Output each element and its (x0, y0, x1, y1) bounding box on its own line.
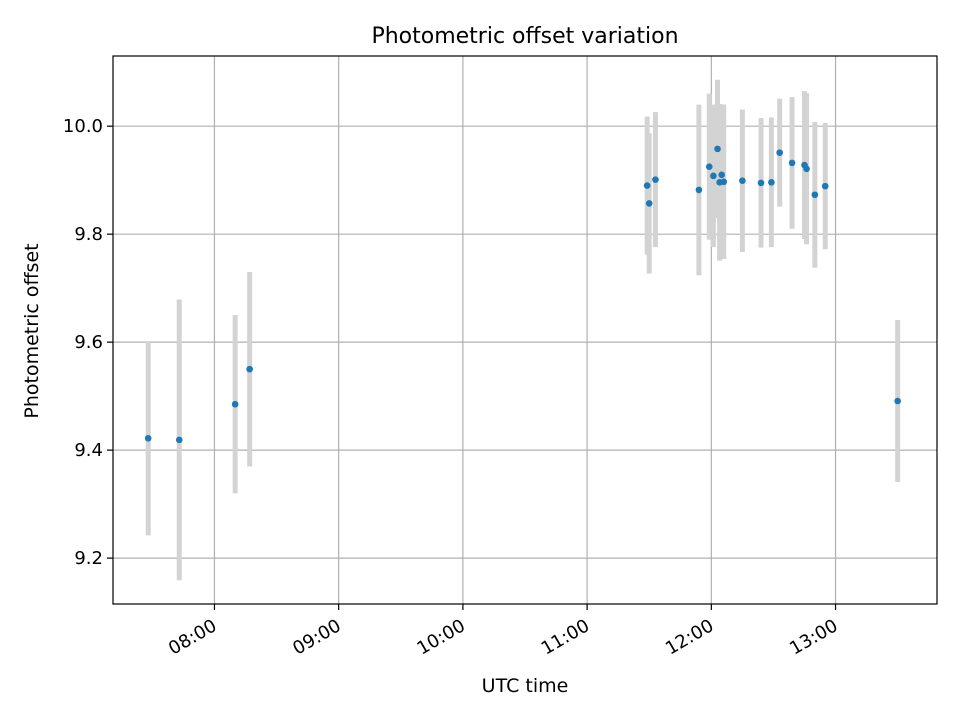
y-tick-label: 9.8 (74, 224, 103, 245)
data-point (718, 171, 725, 179)
data-point (757, 179, 765, 187)
data-point (894, 397, 901, 405)
data-point (821, 182, 829, 190)
data-point (739, 177, 746, 185)
data-point (811, 191, 819, 199)
chart-title: Photometric offset variation (371, 24, 678, 49)
y-tick-label: 10.0 (63, 116, 103, 137)
y-tick-label: 9.4 (74, 440, 103, 461)
data-points (144, 145, 901, 444)
data-point (144, 434, 152, 442)
y-axis-label: Photometric offset (21, 243, 43, 418)
data-point (710, 172, 717, 180)
data-point (643, 182, 651, 189)
x-axis-label: UTC time (482, 675, 569, 697)
data-point (246, 365, 253, 373)
data-point (231, 400, 239, 408)
data-point (776, 149, 783, 156)
grid-lines (113, 56, 937, 604)
data-point (788, 159, 796, 167)
data-point (720, 178, 728, 186)
data-point (695, 186, 703, 194)
data-point (768, 179, 775, 186)
data-point (705, 163, 713, 170)
y-tick-label: 9.6 (74, 332, 103, 353)
data-point (645, 200, 653, 207)
data-point (652, 176, 659, 183)
data-point (175, 436, 183, 444)
plot-frame (112, 55, 938, 605)
data-point (714, 145, 721, 153)
y-tick-label: 9.2 (74, 548, 103, 569)
data-point (803, 165, 810, 173)
